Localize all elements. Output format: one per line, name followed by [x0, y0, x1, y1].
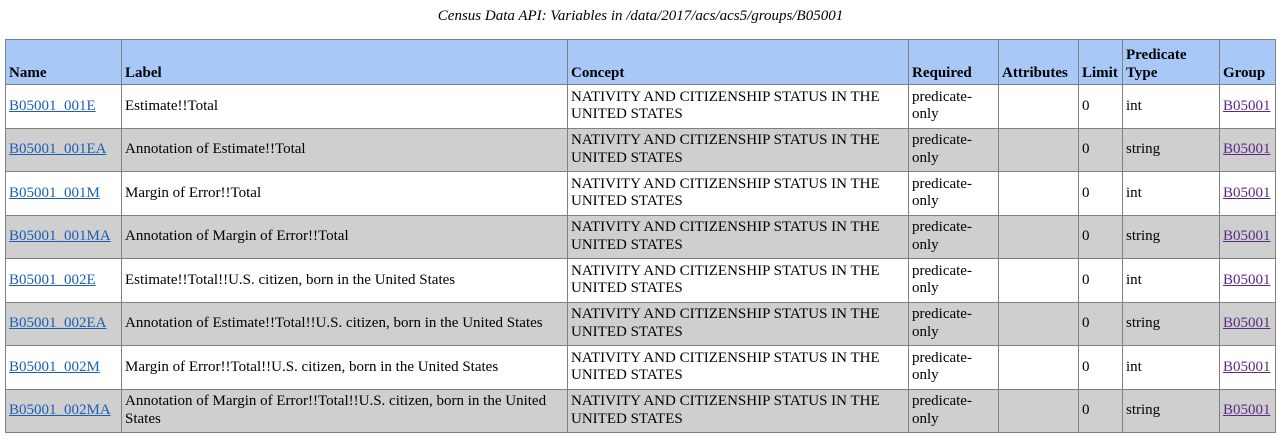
table-row: B05001_002E Estimate!!Total!!U.S. citizen…: [5, 258, 1276, 303]
cell-required: predicate-only: [908, 258, 999, 303]
cell-group: B05001: [1219, 214, 1276, 259]
variable-link[interactable]: B05001_002M: [9, 358, 100, 375]
table-row: B05001_001E Estimate!!Total NATIVITY AND C…: [5, 84, 1276, 129]
cell-required: predicate-only: [908, 214, 999, 259]
cell-required: predicate-only: [908, 84, 999, 129]
cell-label: Annotation of Estimate!!Total: [121, 127, 568, 172]
cell-concept: NATIVITY AND CITIZENSHIP STATUS IN THE U…: [567, 171, 909, 216]
cell-name: B05001_001M: [5, 171, 122, 216]
header-limit: Limit: [1078, 39, 1123, 85]
page-caption: Census Data API: Variables in /data/2017…: [437, 8, 844, 24]
cell-name: B05001_002M: [5, 345, 122, 390]
cell-limit: 0: [1078, 84, 1123, 129]
group-link[interactable]: B05001: [1223, 358, 1271, 375]
cell-label: Margin of Error!!Total!!U.S. citizen, bo…: [121, 345, 568, 390]
cell-required: predicate-only: [908, 388, 999, 433]
cell-predicate-type: int: [1122, 258, 1220, 303]
variable-link[interactable]: B05001_002E: [9, 271, 96, 288]
cell-group: B05001: [1219, 301, 1276, 346]
group-link[interactable]: B05001: [1223, 402, 1271, 418]
header-predicate-type: Predicate Type: [1122, 39, 1220, 85]
cell-name: B05001_002MA: [5, 388, 122, 433]
cell-required: predicate-only: [908, 345, 999, 390]
cell-group: B05001: [1219, 388, 1276, 433]
cell-attributes: [998, 345, 1079, 390]
cell-attributes: [998, 258, 1079, 303]
table-row: B05001_001M Margin of Error!!Total NATIVIT…: [5, 171, 1276, 216]
cell-attributes: [998, 127, 1079, 172]
header-label: Label: [121, 39, 568, 85]
cell-limit: 0: [1078, 258, 1123, 303]
cell-group: B05001: [1219, 127, 1276, 172]
variable-link[interactable]: B05001_001MA: [9, 228, 111, 244]
cell-group: B05001: [1219, 171, 1276, 216]
variable-link[interactable]: B05001_002MA: [9, 402, 111, 418]
header-attributes: Attributes: [998, 39, 1079, 85]
cell-label: Estimate!!Total!!U.S. citizen, born in t…: [121, 258, 568, 303]
table-header-row: Name Label Concept Required Attributes L…: [5, 39, 1276, 85]
cell-limit: 0: [1078, 301, 1123, 346]
cell-name: B05001_001E: [5, 84, 122, 129]
group-link[interactable]: B05001: [1223, 271, 1271, 288]
variable-link[interactable]: B05001_001M: [9, 184, 100, 201]
cell-concept: NATIVITY AND CITIZENSHIP STATUS IN THE U…: [567, 214, 909, 259]
cell-concept: NATIVITY AND CITIZENSHIP STATUS IN THE U…: [567, 301, 909, 346]
header-required: Required: [908, 39, 999, 85]
cell-limit: 0: [1078, 214, 1123, 259]
cell-limit: 0: [1078, 345, 1123, 390]
cell-name: B05001_002EA: [5, 301, 122, 346]
variable-link[interactable]: B05001_001EA: [9, 141, 107, 157]
cell-required: predicate-only: [908, 301, 999, 346]
header-concept: Concept: [567, 39, 909, 85]
cell-group: B05001: [1219, 84, 1276, 129]
cell-name: B05001_001EA: [5, 127, 122, 172]
cell-label: Estimate!!Total: [121, 84, 568, 129]
group-link[interactable]: B05001: [1223, 184, 1271, 201]
table-row: B05001_001EA Annotation of Estimate!!Tota…: [5, 127, 1276, 172]
table-row: B05001_002EA Annotation of Estimate!!Tota…: [5, 301, 1276, 346]
cell-concept: NATIVITY AND CITIZENSHIP STATUS IN THE U…: [567, 258, 909, 303]
variable-link[interactable]: B05001_001E: [9, 97, 96, 114]
cell-attributes: [998, 84, 1079, 129]
cell-predicate-type: string: [1122, 214, 1220, 259]
cell-concept: NATIVITY AND CITIZENSHIP STATUS IN THE U…: [567, 84, 909, 129]
header-name: Name: [5, 39, 122, 85]
cell-name: B05001_001MA: [5, 214, 122, 259]
cell-concept: NATIVITY AND CITIZENSHIP STATUS IN THE U…: [567, 345, 909, 390]
cell-concept: NATIVITY AND CITIZENSHIP STATUS IN THE U…: [567, 127, 909, 172]
cell-label: Annotation of Estimate!!Total!!U.S. citi…: [121, 301, 568, 346]
variables-table: Name Label Concept Required Attributes L…: [5, 39, 1276, 433]
cell-group: B05001: [1219, 258, 1276, 303]
table-row: B05001_002M Margin of Error!!Total!!U.S. …: [5, 345, 1276, 390]
group-link[interactable]: B05001: [1223, 228, 1271, 244]
cell-predicate-type: int: [1122, 345, 1220, 390]
cell-name: B05001_002E: [5, 258, 122, 303]
cell-predicate-type: int: [1122, 171, 1220, 216]
group-link[interactable]: B05001: [1223, 315, 1271, 331]
group-link[interactable]: B05001: [1223, 141, 1271, 157]
cell-attributes: [998, 171, 1079, 216]
header-group: Group: [1219, 39, 1276, 85]
cell-attributes: [998, 214, 1079, 259]
cell-label: Annotation of Margin of Error!!Total: [121, 214, 568, 259]
table-row: B05001_002MA Annotation of Margin of Erro…: [5, 388, 1276, 433]
cell-attributes: [998, 388, 1079, 433]
cell-attributes: [998, 301, 1079, 346]
cell-label: Annotation of Margin of Error!!Total!!U.…: [121, 388, 568, 433]
cell-label: Margin of Error!!Total: [121, 171, 568, 216]
cell-required: predicate-only: [908, 171, 999, 216]
cell-limit: 0: [1078, 127, 1123, 172]
table-row: B05001_001MA Annotation of Margin of Erro…: [5, 214, 1276, 259]
cell-predicate-type: int: [1122, 84, 1220, 129]
cell-predicate-type: string: [1122, 127, 1220, 172]
cell-predicate-type: string: [1122, 388, 1220, 433]
cell-limit: 0: [1078, 171, 1123, 216]
cell-predicate-type: string: [1122, 301, 1220, 346]
cell-limit: 0: [1078, 388, 1123, 433]
cell-concept: NATIVITY AND CITIZENSHIP STATUS IN THE U…: [567, 388, 909, 433]
cell-required: predicate-only: [908, 127, 999, 172]
variable-link[interactable]: B05001_002EA: [9, 315, 107, 331]
cell-group: B05001: [1219, 345, 1276, 390]
group-link[interactable]: B05001: [1223, 97, 1271, 114]
